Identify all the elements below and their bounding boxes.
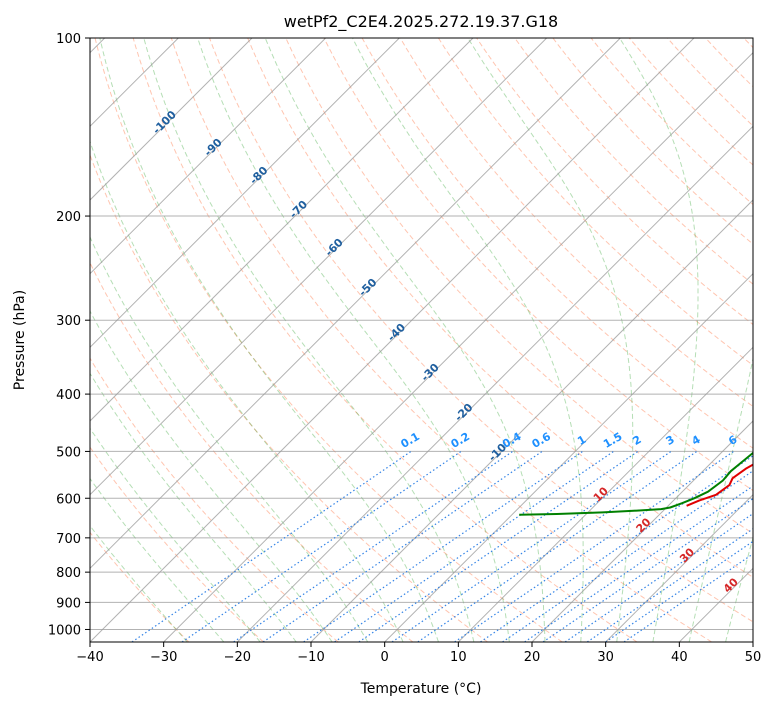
isotherm-line bbox=[90, 38, 621, 570]
chart-title: wetPf2_C2E4.2025.272.19.37.G18 bbox=[284, 12, 558, 32]
y-tick-label: 100 bbox=[56, 32, 81, 47]
moist-adiabat-line bbox=[467, 38, 634, 642]
isotherm-line bbox=[90, 38, 253, 201]
y-tick-label: 300 bbox=[56, 314, 81, 329]
y-tick-label: 500 bbox=[56, 445, 81, 460]
moist-adiabat-line bbox=[143, 38, 475, 642]
moist-adiabat-line bbox=[725, 535, 753, 642]
mixing-ratio-line bbox=[605, 540, 753, 642]
moist-adiabat-line bbox=[90, 427, 261, 642]
mixing-ratio-line bbox=[181, 450, 462, 642]
mixing-ratio-line bbox=[524, 485, 753, 642]
dry-adiabat-line bbox=[94, 38, 563, 642]
y-tick-label: 200 bbox=[56, 210, 81, 225]
dry-adiabat-line bbox=[90, 357, 339, 642]
moist-adiabat-line bbox=[90, 139, 404, 642]
dry-adiabat-line bbox=[590, 38, 753, 206]
dry-adiabat-line bbox=[476, 38, 753, 326]
isotherm-line bbox=[531, 420, 753, 642]
axes: −40 −30 −20 −10 0 10 20 30 40 50 1000 900 800 700 600 5… bbox=[48, 32, 761, 665]
y-axis-label: Pressure (hPa) bbox=[12, 290, 28, 390]
moist-adiabat-line bbox=[619, 38, 699, 642]
x-tick-label: −20 bbox=[224, 650, 251, 665]
isotherm-line bbox=[310, 199, 753, 642]
y-tick-label: 900 bbox=[56, 596, 81, 611]
dry-adiabat-line bbox=[90, 261, 414, 642]
dry-adiabat-line bbox=[437, 38, 753, 366]
isotherm-line bbox=[90, 38, 695, 642]
mixing-ratio-line bbox=[480, 455, 753, 642]
mixing-ratio-line bbox=[417, 450, 698, 642]
y-tick-label: 1000 bbox=[48, 623, 81, 638]
moist-adiabat-line bbox=[197, 38, 510, 642]
mixing-ratio-line bbox=[334, 450, 614, 642]
moist-adiabat-line bbox=[264, 38, 546, 642]
isotherm-line bbox=[384, 272, 753, 642]
profile-lines bbox=[519, 451, 753, 516]
x-tick-label: 30 bbox=[597, 650, 614, 665]
x-tick-label: 0 bbox=[381, 650, 389, 665]
isotherm-line bbox=[90, 38, 400, 349]
y-tick-label: 800 bbox=[56, 566, 81, 581]
x-tick-label: −10 bbox=[297, 650, 324, 665]
mixing-ratio-line bbox=[454, 450, 734, 642]
y-tick-label: 600 bbox=[56, 492, 81, 507]
temperature-profile-line bbox=[686, 463, 753, 507]
moist-adiabat-line bbox=[688, 356, 753, 642]
isotherm-line bbox=[90, 38, 327, 275]
dry-adiabat-line bbox=[285, 38, 753, 535]
isotherm-line bbox=[605, 493, 753, 642]
moist-adiabat-line bbox=[99, 38, 439, 642]
x-tick-label: 50 bbox=[745, 650, 762, 665]
dewpoint-profile-line bbox=[519, 451, 753, 516]
x-axis-label: Temperature (°C) bbox=[360, 681, 482, 697]
moist-adiabat-line bbox=[90, 477, 225, 642]
dry-adiabat-line bbox=[323, 38, 753, 492]
dry-adiabat-line bbox=[170, 38, 712, 642]
dry-adiabat-line bbox=[90, 531, 190, 642]
plot-frame bbox=[89, 37, 754, 643]
mixing-ratio-line bbox=[131, 450, 412, 642]
moist-adiabat-line bbox=[90, 235, 369, 642]
mixing-ratio-line bbox=[623, 553, 753, 642]
isotherm-line bbox=[457, 346, 753, 642]
plot-area bbox=[90, 38, 753, 642]
mixing-ratio-line bbox=[358, 450, 639, 642]
mixing-ratio-line bbox=[303, 450, 583, 642]
x-tick-label: 40 bbox=[671, 650, 688, 665]
dry-adiabat-line bbox=[552, 38, 753, 245]
dry-adiabat-line bbox=[399, 38, 753, 408]
moist-adiabat-line bbox=[352, 38, 584, 642]
y-tick-label: 400 bbox=[56, 388, 81, 403]
isotherm-line bbox=[90, 38, 548, 496]
mixing-ratio-line bbox=[391, 450, 672, 642]
mixing-ratio-line bbox=[542, 497, 753, 642]
x-tick-label: −40 bbox=[76, 650, 103, 665]
dry-adiabat-line bbox=[90, 153, 488, 642]
mixing-ratio-line bbox=[262, 450, 543, 642]
isotherm-line bbox=[236, 125, 753, 642]
x-tick-label: 10 bbox=[450, 650, 467, 665]
moist-adiabat-line bbox=[90, 310, 333, 642]
isotherm-line bbox=[90, 38, 474, 422]
mixing-ratio-line bbox=[502, 470, 753, 642]
y-tick-label: 700 bbox=[56, 532, 81, 547]
mixing-ratio-line bbox=[586, 528, 753, 642]
dry-adiabat-line bbox=[132, 38, 638, 642]
x-tick-label: 20 bbox=[524, 650, 541, 665]
dry-adiabat-line bbox=[247, 38, 753, 578]
x-tick-label: −30 bbox=[150, 650, 177, 665]
background-lines bbox=[90, 38, 753, 642]
mixing-ratio-line bbox=[564, 512, 753, 642]
mixing-ratio-line bbox=[233, 450, 513, 642]
dry-adiabat-line bbox=[209, 38, 753, 623]
isotherm-line bbox=[163, 51, 753, 642]
